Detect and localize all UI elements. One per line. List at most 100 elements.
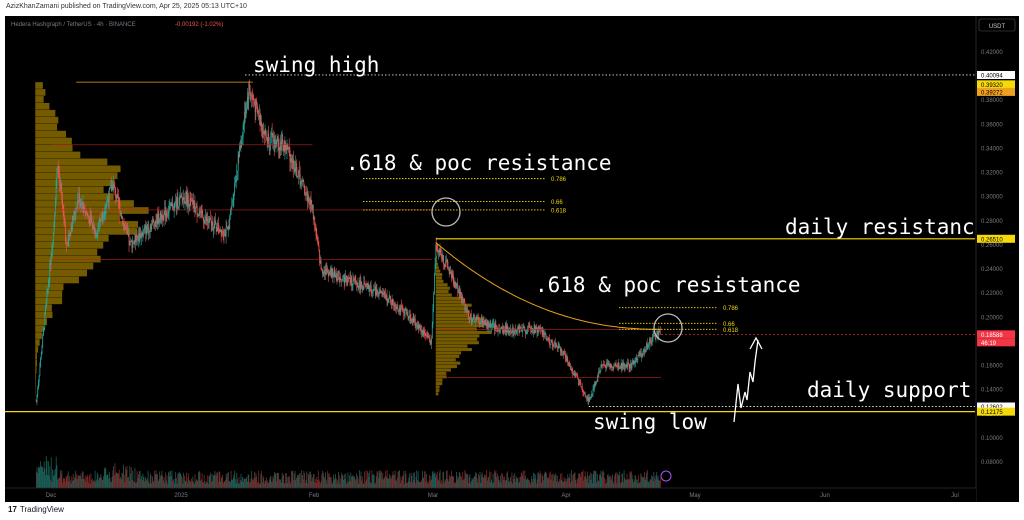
badge-a-bg [977,80,1015,89]
candle-body [367,283,368,289]
volume-profile-row [35,193,114,200]
volume-bar [416,470,418,488]
volume-bar [391,478,392,488]
volume-bar [152,476,153,488]
volume-bar [145,478,147,488]
candle-body [51,249,53,258]
candle-body [362,289,364,291]
volume-bar [242,476,243,488]
candle-body [546,339,547,341]
candle-body [364,283,366,285]
volume-bar [606,482,608,488]
volume-bar [239,480,241,488]
volume-profile-row [35,200,134,207]
volume-bar [46,460,48,488]
candle-body [313,216,315,219]
candle-body [276,137,278,146]
symbol-title: Hedera Hashgraph / TetherUS · 4h · BINAN… [11,22,136,28]
volume-bar [180,473,182,488]
candle-body [194,202,196,213]
candle-body [148,228,150,233]
candle-body [594,383,596,386]
volume-bar [628,479,629,488]
candle-body [578,381,580,386]
candle-body [207,218,209,223]
chart-frame[interactable]: 0.786 0.66 0.618 0.786 0.66 0.618 swing high .6… [5,16,1019,502]
volume-bar [388,479,389,488]
candle-body [337,273,339,280]
volume-bar [238,476,240,488]
candle-body [361,281,363,286]
volume-bar [554,476,556,488]
candle-body [436,244,437,251]
candle-body [617,363,619,367]
candle-body [453,284,455,287]
volume-bar [316,476,318,488]
candle-body [322,269,323,275]
candle-body [293,169,295,172]
candle-body [77,200,79,202]
candle-body [366,283,368,285]
candle-body [570,365,572,370]
candle-body [557,347,558,348]
volume-bar [341,472,342,488]
candle-body [199,212,201,214]
candle-body [160,211,161,221]
candle-body [259,115,261,126]
candle-body [489,323,490,328]
volume-bar [542,476,544,488]
volume-profile-row [435,388,440,392]
candle-body [285,142,287,150]
volume-bar [478,473,479,488]
candle-body [118,204,120,205]
candle-body [314,216,316,228]
candle-body [166,213,168,215]
candle-body [524,327,526,331]
volume-bar [94,480,95,488]
footer-brand[interactable]: 17 TradingView [8,505,64,514]
candle-body [203,217,204,222]
candle-body [399,307,400,312]
candle-body [304,185,305,195]
volume-bar [37,472,39,488]
candle-body [117,194,119,197]
candle-body [334,269,336,277]
volume-bar [50,457,52,488]
volume-bar [442,472,444,488]
volume-profile-row [35,82,43,89]
volume-bar [358,483,360,488]
candle-body [625,364,627,365]
volume-bar [429,474,430,488]
candle-body [393,304,395,306]
volume-bar [425,481,427,488]
volume-bar [265,480,267,488]
candle-body [121,217,123,219]
volume-bar [510,477,511,488]
candle-body [94,231,96,235]
candle-body [200,208,202,213]
volume-bar [231,479,233,488]
volume-bar [289,480,291,488]
candle-body [115,198,117,200]
volume-bar [310,471,311,488]
levels-layer [5,74,975,423]
volume-bar [83,479,85,488]
volume-bar [325,472,326,488]
candle-body [69,233,71,234]
volume-bar [634,475,636,488]
volume-bar [477,482,479,488]
volume-bar [596,473,598,488]
volume-bar [476,478,478,488]
candle-body [106,203,107,208]
candle-body [418,324,420,328]
candle-body [101,211,103,221]
footer-brand-label: TradingView [19,505,64,514]
volume-bar [62,482,63,488]
candle-body [307,196,309,202]
candle-body [147,228,149,230]
candle-body [419,324,420,328]
candle-body [233,192,235,200]
volume-bar [639,482,641,488]
volume-bar [175,472,177,488]
